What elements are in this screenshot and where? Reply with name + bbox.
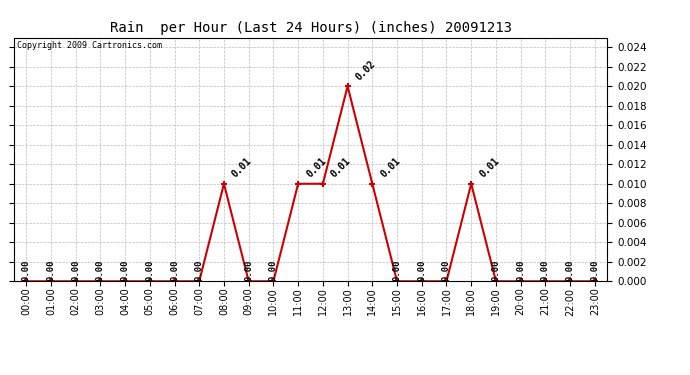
Text: 0.00: 0.00 bbox=[146, 259, 155, 281]
Text: 0.00: 0.00 bbox=[21, 259, 30, 281]
Text: 0.01: 0.01 bbox=[477, 156, 501, 180]
Text: 0.02: 0.02 bbox=[354, 59, 377, 82]
Text: 0.00: 0.00 bbox=[269, 259, 278, 281]
Text: Copyright 2009 Cartronics.com: Copyright 2009 Cartronics.com bbox=[17, 41, 161, 50]
Text: 0.00: 0.00 bbox=[71, 259, 80, 281]
Text: 0.00: 0.00 bbox=[195, 259, 204, 281]
Text: 0.00: 0.00 bbox=[566, 259, 575, 281]
Text: 0.00: 0.00 bbox=[96, 259, 105, 281]
Text: 0.00: 0.00 bbox=[591, 259, 600, 281]
Text: 0.00: 0.00 bbox=[491, 259, 500, 281]
Title: Rain  per Hour (Last 24 Hours) (inches) 20091213: Rain per Hour (Last 24 Hours) (inches) 2… bbox=[110, 21, 511, 35]
Text: 0.01: 0.01 bbox=[329, 156, 353, 180]
Text: 0.00: 0.00 bbox=[121, 259, 130, 281]
Text: 0.00: 0.00 bbox=[442, 259, 451, 281]
Text: 0.00: 0.00 bbox=[46, 259, 55, 281]
Text: 0.01: 0.01 bbox=[230, 156, 254, 180]
Text: 0.00: 0.00 bbox=[170, 259, 179, 281]
Text: 0.00: 0.00 bbox=[417, 259, 426, 281]
Text: 0.00: 0.00 bbox=[516, 259, 525, 281]
Text: 0.00: 0.00 bbox=[541, 259, 550, 281]
Text: 0.00: 0.00 bbox=[393, 259, 402, 281]
Text: 0.01: 0.01 bbox=[379, 156, 402, 180]
Text: 0.01: 0.01 bbox=[304, 156, 328, 180]
Text: 0.00: 0.00 bbox=[244, 259, 253, 281]
